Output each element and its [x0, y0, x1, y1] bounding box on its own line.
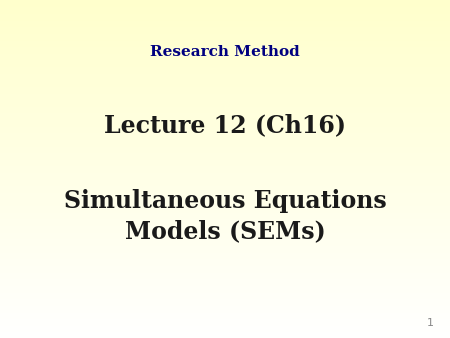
Text: 1: 1 [427, 318, 434, 328]
Text: Simultaneous Equations
Models (SEMs): Simultaneous Equations Models (SEMs) [63, 189, 387, 244]
Text: Lecture 12 (Ch16): Lecture 12 (Ch16) [104, 113, 346, 137]
Text: Research Method: Research Method [150, 45, 300, 59]
